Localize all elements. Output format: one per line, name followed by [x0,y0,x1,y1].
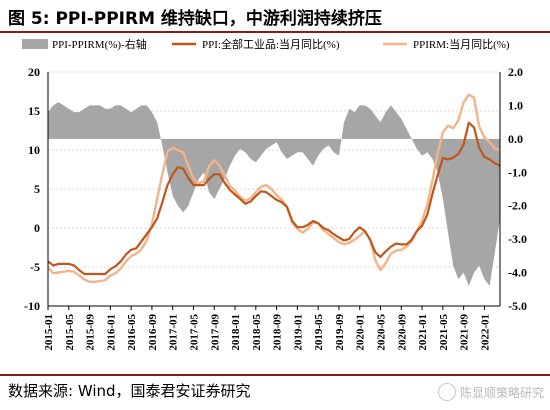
x-tick-label: 2015-01 [43,314,55,351]
chart-area: -10 -5 0 5 10 15 20 -5.0 -4.0 -3.0 -2.0 -1.0 0.0 1.0 2… [0,34,550,374]
right-tick-label: 2.0 [508,65,523,79]
x-tick-label: 2021-09 [459,314,471,351]
x-tick-label: 2018-01 [230,314,242,351]
x-tick-label: 2022-01 [479,314,491,351]
watermark-logo-icon [437,383,456,401]
figure-title: 图 5: PPI-PPIRM 维持缺口，中游利润持续挤压 [8,9,382,29]
x-tick-label: 2019-01 [292,314,304,351]
right-tick-label: -5.0 [508,299,527,313]
x-tick-label: 2017-05 [188,314,200,351]
x-tick-label: 2015-05 [64,314,76,351]
x-tick-label: 2021-05 [438,314,450,351]
title-rule [0,31,550,33]
left-tick-label: 0 [34,221,40,235]
left-tick-label: -10 [24,299,40,313]
x-tick-label: 2019-09 [334,314,346,351]
left-tick-label: 15 [28,104,40,118]
title-bar: 图 5: PPI-PPIRM 维持缺口，中游利润持续挤压 [0,0,550,30]
legend-label: PPI-PPIRM(%)-右轴 [52,37,147,51]
watermark: 陈显顺策略研究 [437,383,544,401]
chart-svg: -10 -5 0 5 10 15 20 -5.0 -4.0 -3.0 -2.0 -1.0 0.0 1.0 2… [22,37,527,351]
left-tick-label: 5 [34,182,40,196]
x-tick-label: 2021-01 [417,314,429,351]
right-tick-label: 0.0 [508,132,523,146]
x-tick-label: 2018-05 [251,314,263,351]
x-tick-label: 2020-09 [396,314,408,351]
x-tick-label: 2020-05 [376,314,388,351]
x-tick-label: 2020-01 [355,314,367,351]
right-tick-label: -3.0 [508,232,527,246]
x-tick-label: 2016-01 [105,314,117,351]
legend-swatch-area [22,39,48,49]
x-tick-label: 2018-09 [272,314,284,351]
right-tick-label: -4.0 [508,266,527,280]
left-tick-label: -5 [30,260,40,274]
left-tick-label: 20 [28,65,40,79]
x-tick-label: 2016-09 [147,314,159,351]
line-series-ppi [47,121,501,276]
legend-label: PPIRM:当月同比(%) [413,37,510,51]
watermark-text: 陈显顺策略研究 [459,385,544,400]
x-tick-label: 2019-05 [313,314,325,351]
source-rule [0,374,550,376]
legend-label: PPI:全部工业品:当月同比(%) [202,37,340,51]
x-tick-label: 2016-05 [126,314,138,351]
x-tick-label: 2017-01 [168,314,180,351]
x-tick-label: 2015-09 [85,314,97,351]
source-note: 数据来源: Wind，国泰君安证券研究 [8,382,251,400]
left-tick-label: 10 [28,143,40,157]
right-tick-label: -2.0 [508,199,527,213]
right-tick-label: 1.0 [508,98,523,112]
x-tick-label: 2017-09 [209,314,221,351]
line-series-ppirm [47,93,501,284]
right-tick-label: -1.0 [508,165,527,179]
area-series-ppi-ppirm [48,102,500,286]
